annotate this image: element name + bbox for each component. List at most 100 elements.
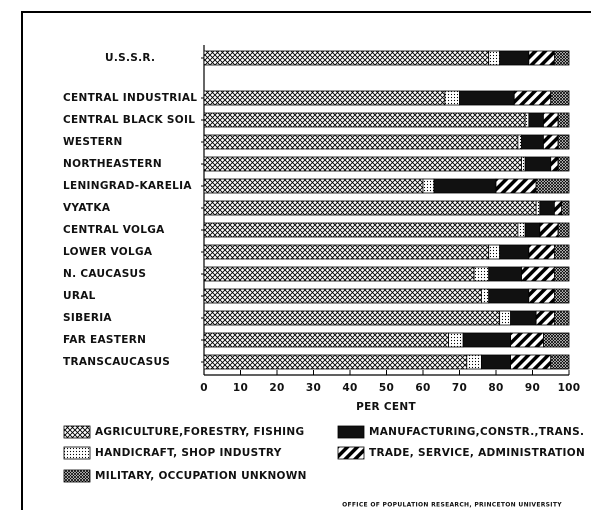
bar-segment	[539, 200, 555, 216]
bar-segment	[203, 50, 490, 66]
bar-segment	[554, 244, 570, 260]
bar-segment	[444, 90, 460, 106]
bar-segment	[543, 332, 570, 348]
bar-segment	[488, 288, 530, 304]
bar-segment	[203, 112, 526, 128]
legend-swatch	[63, 469, 91, 483]
legend-label: HANDICRAFT, SHOP INDUSTRY	[95, 447, 282, 459]
bar-segment	[528, 288, 555, 304]
bar-segment	[203, 266, 475, 282]
bar-segment	[524, 156, 552, 172]
bar-segment	[513, 90, 552, 106]
bar-segment	[554, 288, 570, 304]
category-label: SIBERIA	[63, 312, 112, 324]
bar-segment	[203, 288, 482, 304]
bar-segment	[557, 156, 570, 172]
x-tick-label: 80	[488, 382, 503, 394]
category-label: N. CAUCASUS	[63, 268, 146, 280]
x-tick-label: 60	[415, 382, 430, 394]
category-label: URAL	[63, 290, 96, 302]
bar-segment	[203, 332, 449, 348]
bar-segment	[550, 90, 570, 106]
legend-label: MANUFACTURING,CONSTR.,TRANS.	[369, 426, 584, 438]
bar-segment	[488, 244, 501, 260]
bar-segment	[203, 222, 519, 238]
bar-segment	[488, 50, 501, 66]
bar-segment	[499, 310, 511, 326]
legend-label: TRADE, SERVICE, ADMINISTRATION	[369, 447, 585, 459]
bar-segment	[550, 354, 570, 370]
bar-segment	[203, 244, 490, 260]
bar-segment	[462, 332, 511, 348]
bar-segment	[203, 90, 446, 106]
bar-segment	[524, 222, 541, 238]
bar-segment	[466, 354, 482, 370]
bar-segment	[510, 354, 552, 370]
bar-segment	[499, 50, 530, 66]
frame	[21, 11, 591, 510]
bar-segment	[554, 200, 563, 216]
bar-segment	[422, 178, 435, 194]
category-label: FAR EASTERN	[63, 334, 146, 346]
bar-segment	[510, 332, 544, 348]
x-tick-label: 10	[233, 382, 248, 394]
category-label: LOWER VOLGA	[63, 246, 153, 258]
x-tick-label: 70	[452, 382, 467, 394]
bar-segment	[473, 266, 490, 282]
bar-segment	[550, 156, 559, 172]
bar-segment	[554, 266, 570, 282]
bar-segment	[521, 156, 526, 172]
bar-segment	[517, 134, 522, 150]
x-axis-label: PER CENT	[356, 401, 416, 413]
category-label: CENTRAL INDUSTRIAL	[63, 92, 197, 104]
bar-segment	[528, 112, 544, 128]
bar-segment	[448, 332, 464, 348]
bar-segment	[557, 134, 570, 150]
source-note: OFFICE OF POPULATION RESEARCH, PRINCETON…	[342, 502, 562, 509]
bar-segment	[433, 178, 497, 194]
bar-segment	[203, 310, 501, 326]
category-label: TRANSCAUCASUS	[63, 356, 170, 368]
x-tick-label: 20	[269, 382, 284, 394]
bar-segment	[517, 222, 526, 238]
x-tick-label: 50	[379, 382, 394, 394]
category-label: CENTRAL VOLGA	[63, 224, 165, 236]
bar-segment	[539, 222, 559, 238]
bar-segment	[528, 50, 555, 66]
bar-segment	[535, 310, 555, 326]
x-tick-label: 100	[558, 382, 581, 394]
bar-segment	[459, 90, 515, 106]
x-tick-label: 0	[200, 382, 208, 394]
legend-swatch	[63, 446, 91, 460]
bar-segment	[543, 134, 559, 150]
category-label: CENTRAL BLACK SOIL	[63, 114, 195, 126]
x-tick-label: 40	[342, 382, 357, 394]
bar-segment	[535, 178, 570, 194]
bar-segment	[203, 200, 537, 216]
bar-segment	[480, 288, 490, 304]
bar-segment	[510, 310, 537, 326]
legend-swatch	[337, 446, 365, 460]
bar-segment	[488, 266, 522, 282]
bar-segment	[521, 134, 544, 150]
category-label: VYATKA	[63, 202, 111, 214]
legend-label: MILITARY, OCCUPATION UNKNOWN	[95, 470, 307, 482]
legend-swatch	[63, 425, 91, 439]
x-tick-label: 30	[306, 382, 321, 394]
bar-segment	[554, 310, 570, 326]
legend-label: AGRICULTURE,FORESTRY, FISHING	[95, 426, 304, 438]
bar-segment	[543, 112, 559, 128]
bar-segment	[495, 178, 537, 194]
bar-segment	[561, 200, 570, 216]
x-tick-label: 90	[525, 382, 540, 394]
bar-segment	[528, 244, 555, 260]
bar-segment	[480, 354, 511, 370]
bar-segment	[521, 266, 555, 282]
category-label: WESTERN	[63, 136, 123, 148]
bar-segment	[203, 178, 424, 194]
bar-segment	[557, 222, 570, 238]
bar-segment	[499, 244, 530, 260]
bar-segment	[557, 112, 570, 128]
bar-segment	[554, 50, 570, 66]
